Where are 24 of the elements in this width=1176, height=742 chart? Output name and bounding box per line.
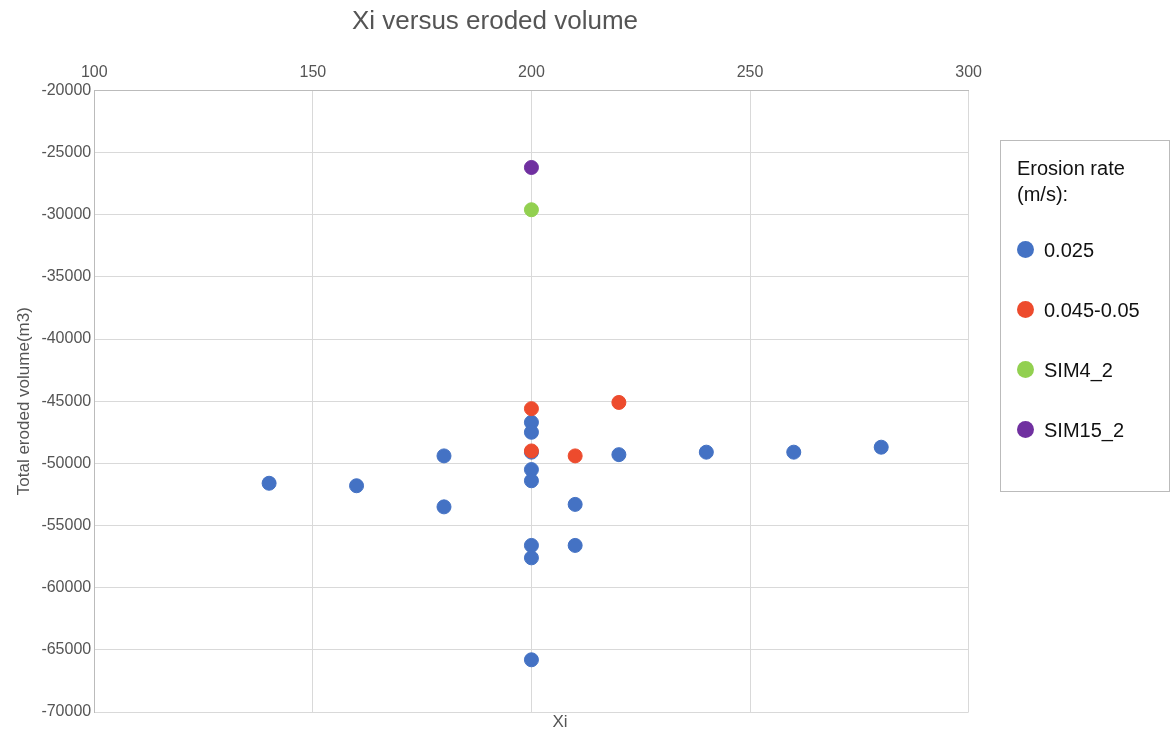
y-tick-label: -50000 [41,453,92,471]
y-tick-label: -35000 [41,267,92,285]
y-tick-label: -30000 [41,205,92,223]
y-tick-label: -25000 [41,142,92,160]
y-tick-label: -45000 [41,391,92,409]
chart-title: Xi versus eroded volume [351,4,639,35]
x-axis-title: Xi [551,712,569,732]
y-tick-label: -65000 [41,640,92,658]
y-tick-label: -70000 [41,702,92,720]
y-tick-label: -40000 [41,329,92,347]
x-tick-label: 300 [955,63,983,81]
x-tick-label: 150 [299,63,327,81]
legend-title: Erosion rate (m/s): [1017,156,1126,207]
x-tick-label: 200 [518,63,545,81]
y-axis-title: Total eroded volume(m3) [13,307,33,496]
y-tick-label: -20000 [41,80,92,98]
y-tick-label: -55000 [41,515,92,533]
x-tick-label: 100 [80,63,108,81]
legend-label: SIM15_2 [1044,418,1125,443]
y-tick-label: -60000 [41,578,92,596]
legend-label: 0.025 [1044,238,1095,263]
legend-label: SIM4_2 [1044,358,1113,383]
legend-label: 0.045-0.05 [1044,298,1140,323]
x-tick-label: 250 [736,63,764,81]
